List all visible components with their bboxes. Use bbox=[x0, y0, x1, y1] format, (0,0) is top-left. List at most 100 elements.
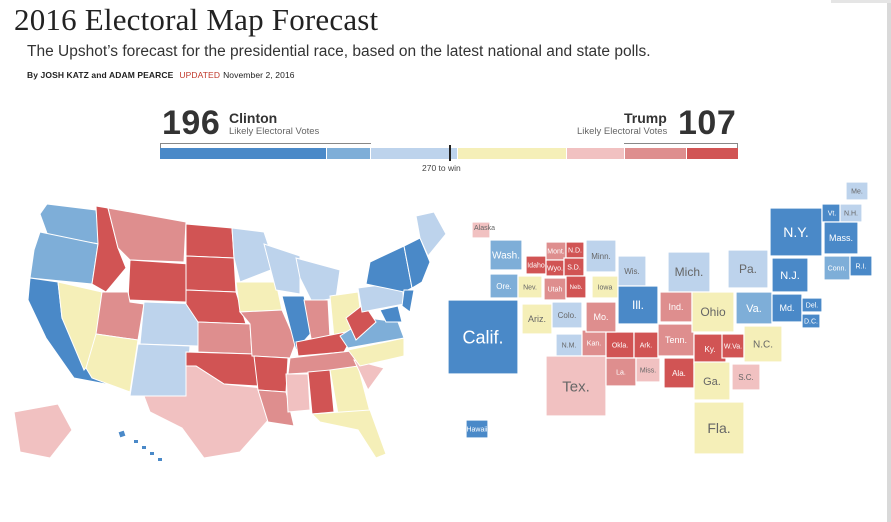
cartogram-square-ny[interactable] bbox=[769, 207, 823, 257]
byline-authors: By JOSH KATZ and ADAM PEARCE bbox=[27, 70, 174, 80]
cartogram-label-del: Del. bbox=[806, 302, 819, 309]
geo-state-nm[interactable] bbox=[129, 343, 191, 397]
geo-state-wy[interactable] bbox=[127, 259, 191, 303]
cartogram-label-wash: Wash. bbox=[492, 251, 520, 262]
win-threshold-label: 270 to win bbox=[422, 163, 461, 173]
cartogram-square-neb[interactable] bbox=[565, 275, 587, 299]
trump-votes: 107 bbox=[678, 104, 737, 142]
cartogram-label-minn: Minn. bbox=[591, 252, 611, 261]
cartogram-square-ohio[interactable] bbox=[691, 291, 735, 333]
geo-state-al[interactable] bbox=[307, 369, 335, 415]
geo-state-sd[interactable] bbox=[185, 255, 237, 293]
geo-state-nc[interactable] bbox=[347, 337, 405, 367]
cartogram-label-sd: S.D. bbox=[567, 264, 581, 271]
cartogram-label-nm: N.M. bbox=[562, 342, 577, 349]
geo-state-az[interactable] bbox=[85, 333, 139, 393]
bar-segment-likely-d bbox=[325, 148, 370, 159]
win-threshold-marker bbox=[449, 145, 451, 161]
cartogram-label-pa: Pa. bbox=[739, 262, 757, 276]
updated-label: UPDATED bbox=[179, 70, 221, 80]
geo-state-new_eng[interactable] bbox=[403, 237, 431, 289]
cartogram-square-ill[interactable] bbox=[617, 285, 659, 325]
cartogram-square-mich[interactable] bbox=[667, 251, 711, 293]
geo-state-tx[interactable] bbox=[143, 365, 271, 459]
cartogram-square-tex[interactable] bbox=[545, 355, 607, 417]
cartogram-square-ga[interactable] bbox=[693, 361, 731, 401]
cartogram-label-iowa: Iowa bbox=[598, 284, 613, 291]
geo-state-mt[interactable] bbox=[107, 207, 187, 263]
cartogram-square-va[interactable] bbox=[735, 291, 773, 325]
cartogram-label-okla: Okla. bbox=[612, 342, 628, 349]
cartogram-map: Alaska Hawaii Wash. Ore. Calif. Nev. IdahoMont… bbox=[447, 181, 873, 455]
geo-state-wi[interactable] bbox=[263, 243, 301, 295]
cartogram-label-hawaii: Hawaii bbox=[466, 426, 487, 433]
cartogram-square-mo[interactable] bbox=[585, 301, 617, 333]
cartogram-square-minn[interactable] bbox=[585, 239, 617, 273]
cartogram-square-nj[interactable] bbox=[771, 257, 809, 293]
cartogram-label-dc: D.C. bbox=[804, 318, 818, 325]
bar-segment-lean-r bbox=[566, 148, 625, 159]
geo-state-fl[interactable] bbox=[310, 409, 387, 459]
cartogram-square-sc[interactable] bbox=[731, 363, 761, 391]
cartogram-square-tenn[interactable] bbox=[657, 323, 695, 357]
cartogram-square-colo[interactable] bbox=[551, 301, 583, 329]
geo-state-alaska[interactable] bbox=[13, 403, 73, 459]
geo-state-hawaii[interactable] bbox=[117, 429, 127, 439]
bar-segment-solid-r bbox=[685, 148, 739, 159]
cartogram-square-mass[interactable] bbox=[823, 221, 859, 255]
geo-state-la[interactable] bbox=[257, 389, 295, 427]
geo-state-nj[interactable] bbox=[401, 289, 415, 313]
cartogram-square-del[interactable] bbox=[801, 297, 823, 313]
cartogram-label-tenn: Tenn. bbox=[665, 335, 687, 345]
geo-state-me[interactable] bbox=[415, 211, 447, 257]
cartogram-square-wash[interactable] bbox=[489, 239, 523, 271]
cartogram-square-ala[interactable] bbox=[663, 357, 695, 389]
cartogram-square-hawaii[interactable] bbox=[465, 419, 489, 439]
cartogram-label-wyo: Wyo. bbox=[547, 265, 563, 272]
cartogram-square-alaska[interactable] bbox=[471, 221, 491, 239]
clinton-votes-label: Likely Electoral Votes bbox=[229, 126, 320, 137]
cartogram-label-ky: Ky. bbox=[705, 345, 716, 354]
cartogram-square-ind[interactable] bbox=[659, 291, 693, 323]
cartogram-label-ala: Ala. bbox=[672, 369, 686, 378]
electoral-vote-bar bbox=[160, 148, 739, 159]
cartogram-label-alaska: Alaska bbox=[474, 225, 495, 232]
cartogram-square-calif[interactable] bbox=[447, 299, 519, 375]
geo-state-wv[interactable] bbox=[345, 303, 377, 341]
cartogram-label-nh: N.H. bbox=[844, 210, 858, 217]
cartogram-square-la[interactable] bbox=[605, 357, 637, 387]
geo-state-md[interactable] bbox=[379, 305, 403, 323]
cartogram-square-fla[interactable] bbox=[693, 401, 745, 455]
trump-name: Trump bbox=[624, 110, 667, 126]
page-title: 2016 Electoral Map Forecast bbox=[14, 2, 379, 37]
geographic-map bbox=[13, 203, 447, 461]
geo-state-ms[interactable] bbox=[285, 373, 311, 413]
cartogram-label-nd: N.D. bbox=[568, 247, 582, 254]
cartogram-square-nev[interactable] bbox=[517, 275, 543, 299]
geo-state-or[interactable] bbox=[29, 231, 99, 285]
cartogram-square-nc[interactable] bbox=[743, 325, 783, 363]
cartogram-label-fla: Fla. bbox=[707, 420, 730, 436]
cartogram-label-mont: Mont. bbox=[547, 248, 565, 255]
cartogram-square-miss[interactable] bbox=[635, 357, 661, 383]
cartogram-square-pa[interactable] bbox=[727, 249, 769, 289]
cartogram-square-me[interactable] bbox=[845, 181, 869, 201]
cartogram-label-colo: Colo. bbox=[558, 311, 577, 320]
cartogram-square-ri[interactable] bbox=[849, 255, 873, 277]
cartogram-label-mo: Mo. bbox=[593, 312, 608, 322]
geo-state-mn[interactable] bbox=[231, 227, 277, 283]
geo-hawaii-island bbox=[134, 440, 138, 443]
cartogram-label-conn: Conn. bbox=[828, 265, 847, 272]
geo-state-ar[interactable] bbox=[253, 355, 289, 393]
cartogram-square-wis[interactable] bbox=[617, 255, 647, 287]
geo-state-nd[interactable] bbox=[185, 223, 235, 259]
cartogram-label-nj: N.J. bbox=[780, 270, 800, 282]
page-frame bbox=[887, 0, 891, 522]
cartogram-label-md: Md. bbox=[779, 303, 794, 313]
geo-state-ks[interactable] bbox=[197, 321, 253, 355]
cartogram-square-dc[interactable] bbox=[801, 313, 821, 329]
geo-hawaii-island bbox=[142, 446, 146, 449]
cartogram-label-va: Va. bbox=[746, 303, 762, 315]
cartogram-square-md[interactable] bbox=[771, 293, 803, 323]
cartogram-square-conn[interactable] bbox=[823, 255, 851, 281]
